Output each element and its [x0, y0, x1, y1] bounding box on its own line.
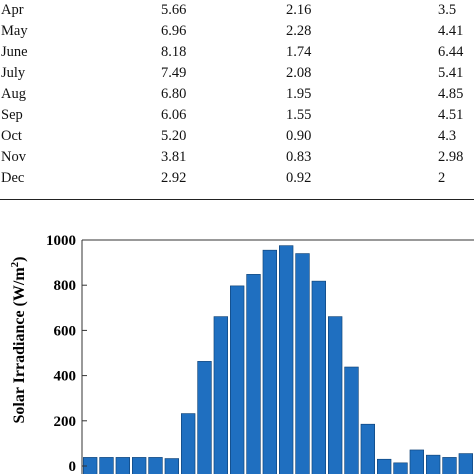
month-cell: June: [1, 44, 28, 60]
bar: [115, 457, 130, 474]
table-row: July 7.49 2.08 5.41: [0, 63, 474, 84]
month-cell: Oct: [1, 128, 22, 144]
value-cell: 2.98: [438, 149, 464, 165]
y-tick-label: 600: [54, 323, 77, 339]
table-row: May 6.96 2.28 4.41: [0, 21, 474, 42]
bar: [132, 457, 147, 474]
value-cell: 4.51: [438, 107, 464, 123]
month-cell: Dec: [1, 170, 25, 186]
value-cell: 6.06: [161, 107, 187, 123]
month-cell: Nov: [1, 149, 26, 165]
y-axis: 0 200 400 600 800 1000: [46, 233, 87, 474]
bar: [442, 457, 457, 474]
bar: [426, 454, 441, 474]
value-cell: 8.18: [161, 44, 187, 60]
value-cell: 5.66: [161, 2, 187, 18]
table-row: Oct 5.20 0.90 4.3: [0, 126, 474, 147]
solar-irradiance-chart: 0 200 400 600 800 1000 Solar Irradiance (W/m2…: [9, 233, 474, 474]
bar: [246, 274, 261, 474]
value-cell: 1.95: [286, 86, 312, 102]
value-cell: 4.3: [438, 128, 457, 144]
table-row: Aug 6.80 1.95 4.85: [0, 84, 474, 105]
bar: [83, 457, 98, 474]
value-cell: 2: [438, 170, 446, 186]
y-axis-label: Solar Irradiance (W/m2): [9, 257, 28, 424]
value-cell: 0.90: [286, 128, 312, 144]
month-cell: Sep: [1, 107, 23, 123]
month-cell: Aug: [1, 86, 26, 102]
plot-area: [81, 239, 474, 474]
value-cell: 2.28: [286, 23, 312, 39]
bar: [295, 253, 310, 474]
bar: [360, 423, 375, 474]
value-cell: 7.49: [161, 65, 187, 81]
value-cell: 0.92: [286, 170, 312, 186]
value-cell: 1.74: [286, 44, 312, 60]
bar: [181, 413, 196, 474]
y-tick-label: 400: [54, 369, 77, 385]
bar: [458, 453, 473, 474]
bar: [148, 457, 163, 474]
bar: [377, 458, 392, 474]
bar: [213, 316, 228, 474]
month-cell: July: [1, 65, 26, 81]
table-bottom-rule: [0, 199, 474, 200]
table-row: June 8.18 1.74 6.44: [0, 42, 474, 63]
data-table: Apr 5.66 2.16 3.5 May 6.96 2.28 4.41 June 8.18 1.7…: [0, 0, 474, 189]
y-tick-label: 200: [54, 414, 77, 430]
table-body: Apr 5.66 2.16 3.5 May 6.96 2.28 4.41 June 8.18 1.7…: [0, 0, 474, 189]
value-cell: 6.44: [438, 44, 464, 60]
bar: [99, 457, 114, 474]
bar: [311, 280, 326, 474]
bar: [197, 361, 212, 474]
month-cell: Apr: [1, 2, 24, 18]
y-tick-label: 0: [69, 459, 77, 474]
bar: [262, 249, 277, 474]
value-cell: 5.20: [161, 128, 187, 144]
table-row: Sep 6.06 1.55 4.51: [0, 105, 474, 126]
value-cell: 2.16: [286, 2, 312, 18]
value-cell: 3.81: [161, 149, 187, 165]
value-cell: 2.92: [161, 170, 187, 186]
bar: [279, 245, 294, 474]
value-cell: 1.55: [286, 107, 312, 123]
y-tick-label: 800: [54, 278, 77, 294]
value-cell: 3.5: [438, 2, 457, 18]
table-row: Dec 2.92 0.92 2: [0, 168, 474, 189]
bar: [344, 366, 359, 474]
value-cell: 5.41: [438, 65, 464, 81]
bar: [164, 458, 179, 474]
bar: [328, 316, 343, 474]
bar: [393, 462, 408, 474]
value-cell: 6.96: [161, 23, 187, 39]
value-cell: 4.41: [438, 23, 464, 39]
y-tick-label: 1000: [46, 233, 76, 249]
table-row: Apr 5.66 2.16 3.5: [0, 0, 474, 21]
bar: [230, 285, 245, 474]
value-cell: 2.08: [286, 65, 312, 81]
value-cell: 6.80: [161, 86, 187, 102]
value-cell: 4.85: [438, 86, 464, 102]
table-row: Nov 3.81 0.83 2.98: [0, 147, 474, 168]
month-cell: May: [1, 23, 28, 39]
value-cell: 0.83: [286, 149, 312, 165]
bar: [409, 449, 424, 474]
